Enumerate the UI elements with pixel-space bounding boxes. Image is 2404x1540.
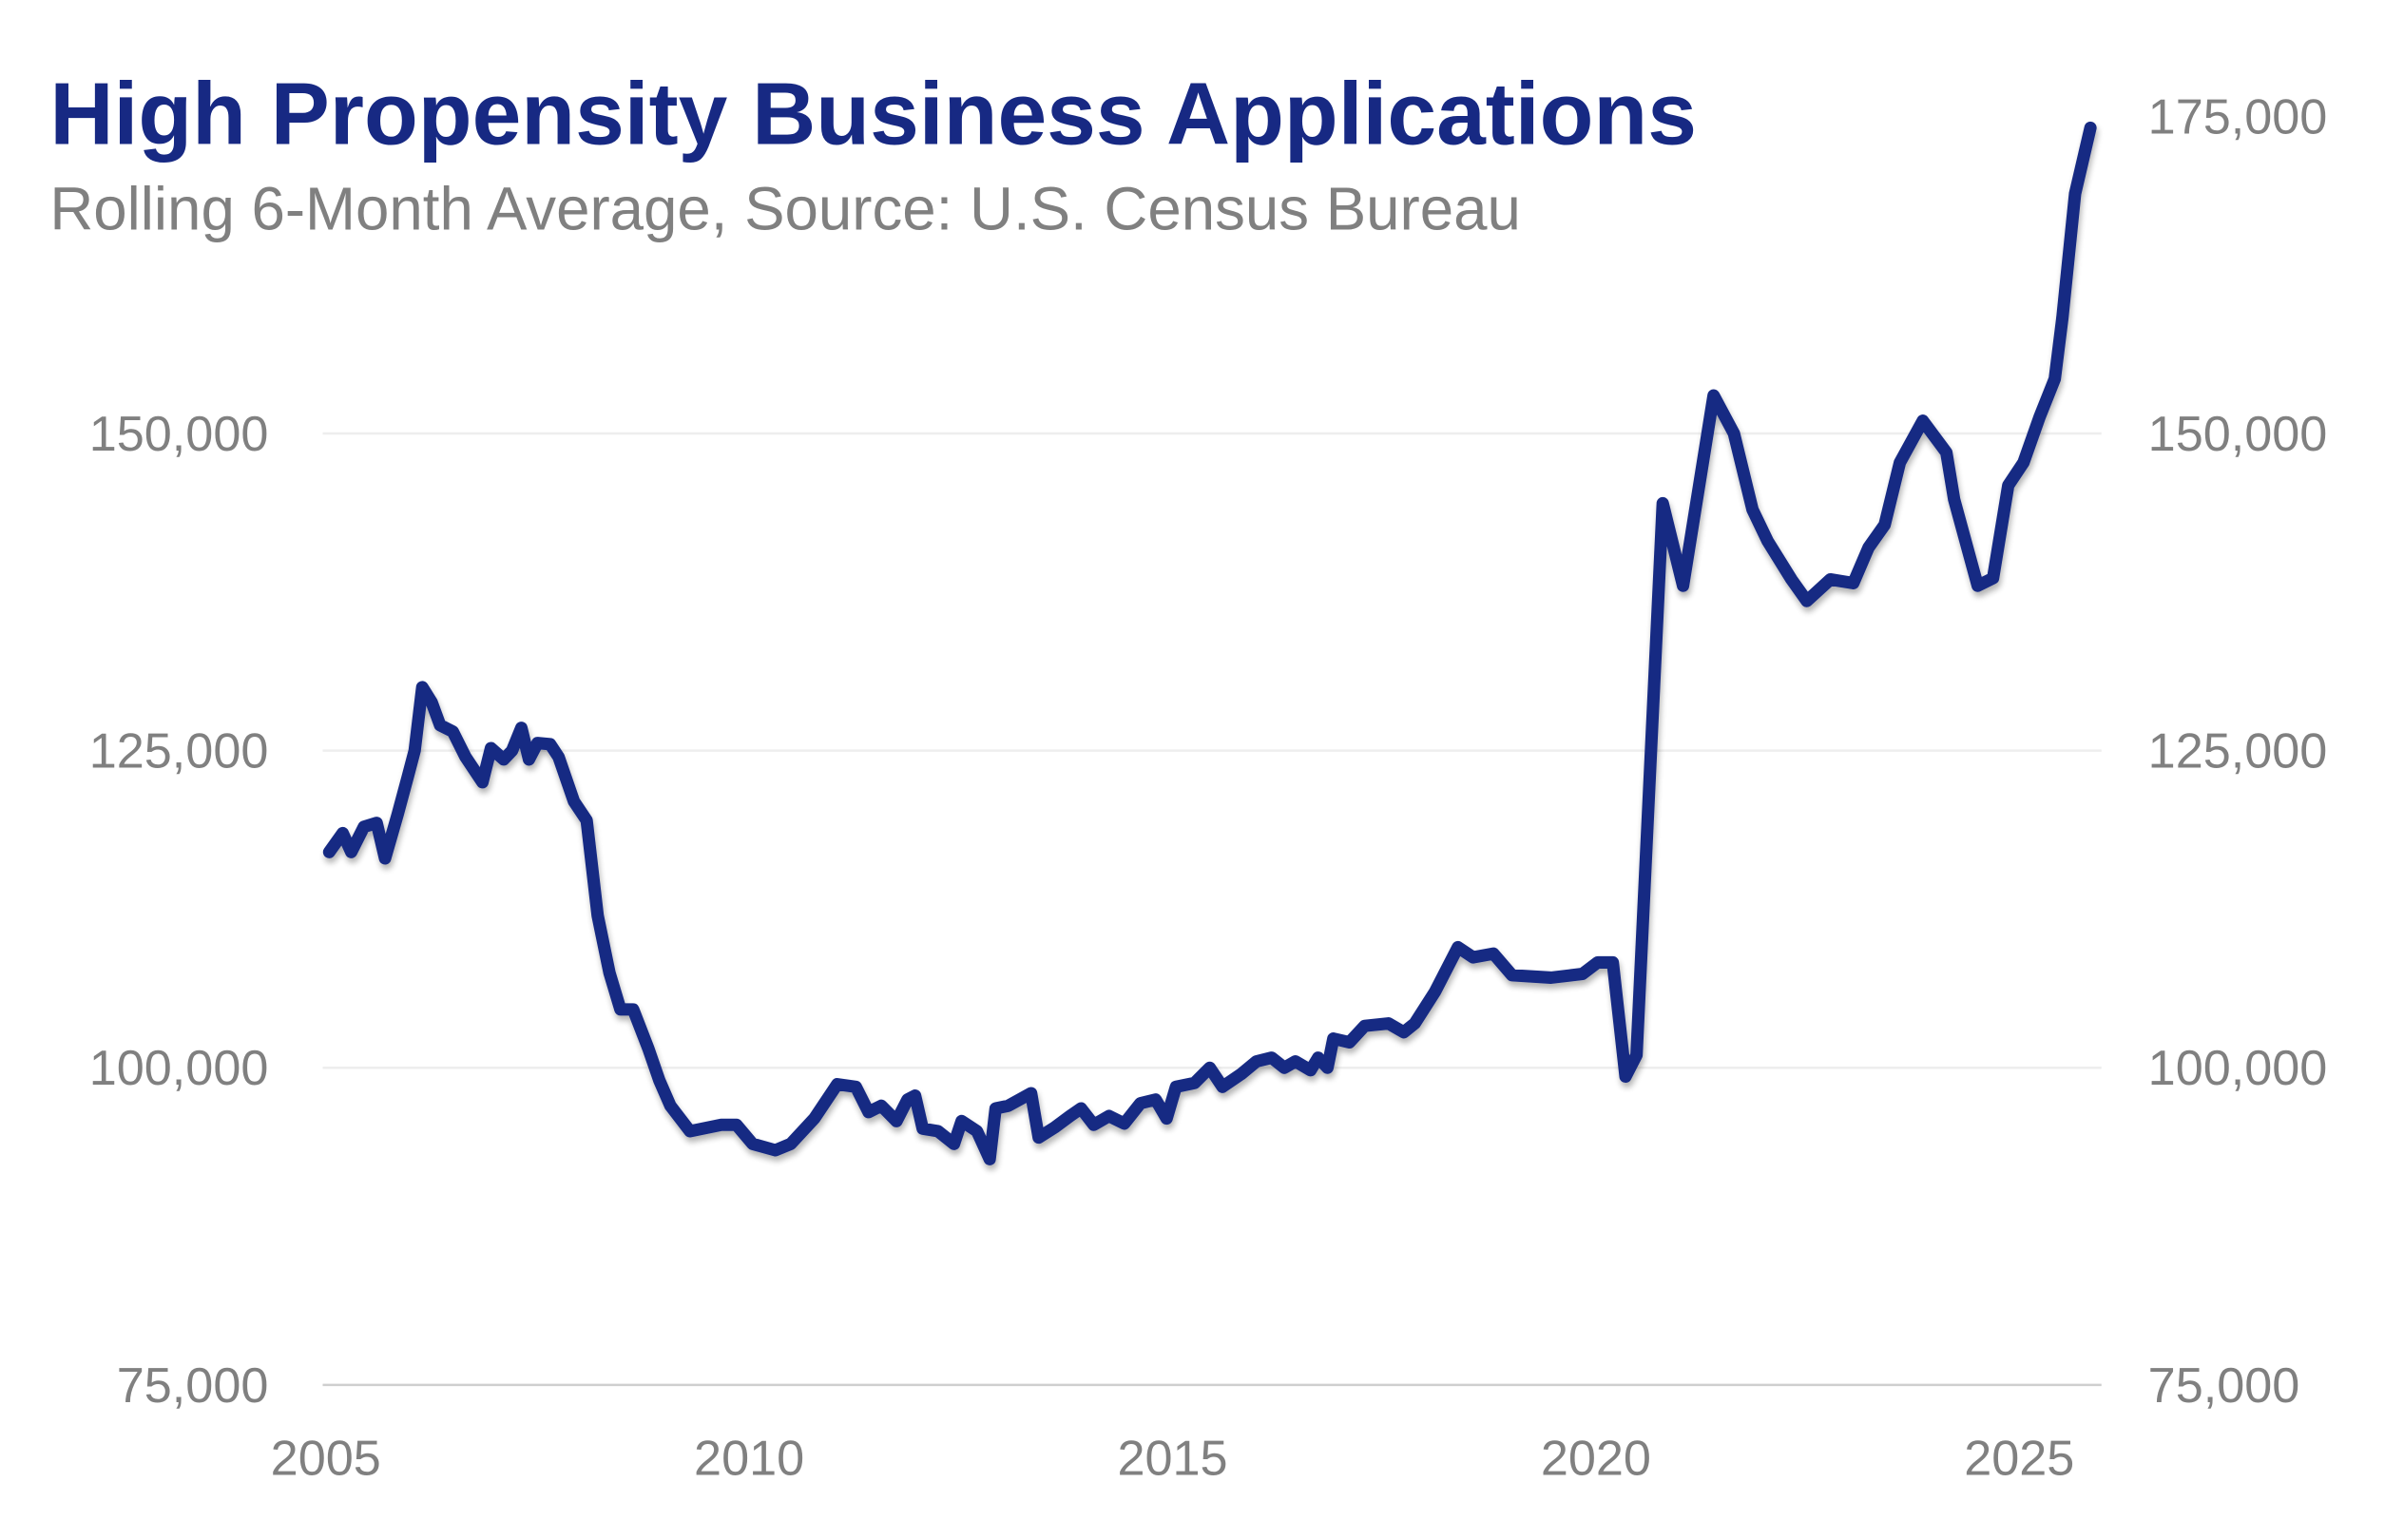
left-y-tick-label: 75,000 — [117, 1358, 269, 1414]
series-line — [322, 121, 2097, 1165]
right-y-tick-label: 125,000 — [2148, 724, 2328, 780]
left-y-tick-label: 150,000 — [89, 407, 269, 462]
right-y-tick-label: 100,000 — [2148, 1041, 2328, 1096]
right-y-tick-label: 75,000 — [2148, 1358, 2300, 1414]
right-y-tick-label: 150,000 — [2148, 407, 2328, 462]
x-tick-label: 2010 — [694, 1431, 804, 1486]
gridlines — [322, 432, 2102, 1387]
x-tick-label: 2020 — [1541, 1431, 1651, 1486]
x-axis: 2005 2010 2015 2020 2025 — [271, 1431, 2075, 1486]
x-tick-label: 2015 — [1117, 1431, 1227, 1486]
chart-title: High Propensity Business Applications — [49, 65, 1697, 164]
right-y-tick-label: 175,000 — [2148, 89, 2328, 144]
left-y-tick-label: 125,000 — [89, 724, 269, 780]
x-tick-label: 2005 — [271, 1431, 381, 1486]
x-tick-label: 2025 — [1964, 1431, 2074, 1486]
left-y-tick-label: 100,000 — [89, 1041, 269, 1096]
right-y-axis: 75,000 100,000 125,000 150,000 175,000 — [2148, 89, 2328, 1414]
chart-subtitle: Rolling 6-Month Average, Source: U.S. Ce… — [49, 175, 1521, 242]
left-y-axis: 75,000 100,000 125,000 150,000 — [89, 407, 269, 1414]
